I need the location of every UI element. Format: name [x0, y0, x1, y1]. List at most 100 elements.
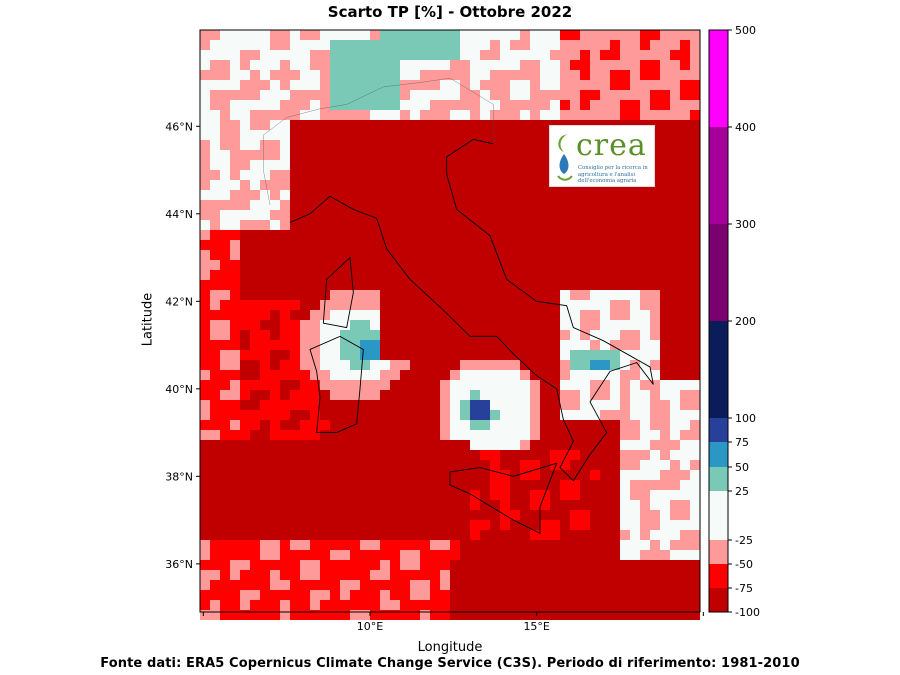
grid-cell	[220, 60, 230, 70]
grid-cell	[600, 450, 610, 460]
grid-cell	[690, 350, 700, 360]
grid-cell	[640, 610, 650, 620]
grid-cell	[670, 490, 680, 500]
grid-cell	[340, 610, 350, 620]
grid-cell	[510, 590, 520, 600]
grid-cell	[360, 490, 370, 500]
x-tick-label: 15°E	[523, 620, 549, 633]
grid-cell	[230, 320, 240, 330]
grid-cell	[510, 600, 520, 610]
grid-cell	[560, 90, 570, 100]
grid-cell	[390, 160, 400, 170]
grid-cell	[460, 600, 470, 610]
grid-cell	[640, 360, 650, 370]
grid-cell	[580, 30, 590, 40]
grid-cell	[620, 570, 630, 580]
grid-cell	[380, 120, 390, 130]
grid-cell	[380, 600, 390, 610]
grid-cell	[390, 50, 400, 60]
grid-cell	[370, 60, 380, 70]
grid-cell	[680, 330, 690, 340]
grid-cell	[240, 330, 250, 340]
grid-cell	[230, 490, 240, 500]
grid-cell	[680, 160, 690, 170]
grid-cell	[260, 410, 270, 420]
grid-cell	[540, 310, 550, 320]
grid-cell	[360, 530, 370, 540]
grid-cell	[490, 490, 500, 500]
grid-cell	[210, 520, 220, 530]
grid-cell	[420, 540, 430, 550]
grid-cell	[650, 130, 660, 140]
grid-cell	[270, 290, 280, 300]
grid-cell	[560, 270, 570, 280]
grid-cell	[580, 470, 590, 480]
grid-cell	[430, 430, 440, 440]
grid-cell	[500, 150, 510, 160]
grid-cell	[390, 610, 400, 620]
grid-cell	[240, 430, 250, 440]
grid-cell	[380, 290, 390, 300]
grid-cell	[560, 420, 570, 430]
grid-cell	[590, 490, 600, 500]
grid-cell	[430, 310, 440, 320]
grid-cell	[210, 240, 220, 250]
grid-cell	[670, 160, 680, 170]
grid-cell	[690, 200, 700, 210]
grid-cell	[220, 270, 230, 280]
grid-cell	[350, 60, 360, 70]
grid-cell	[620, 270, 630, 280]
grid-cell	[590, 300, 600, 310]
grid-cell	[220, 510, 230, 520]
grid-cell	[520, 140, 530, 150]
grid-cell	[300, 90, 310, 100]
grid-cell	[280, 60, 290, 70]
grid-cell	[200, 170, 210, 180]
grid-cell	[500, 610, 510, 620]
grid-cell	[470, 180, 480, 190]
grid-cell	[290, 550, 300, 560]
grid-cell	[620, 80, 630, 90]
grid-cell	[620, 100, 630, 110]
grid-cell	[590, 40, 600, 50]
grid-cell	[390, 390, 400, 400]
colorbar-label: 50	[735, 461, 749, 474]
grid-cell	[670, 190, 680, 200]
grid-cell	[250, 120, 260, 130]
grid-cell	[310, 480, 320, 490]
grid-cell	[350, 120, 360, 130]
grid-cell	[400, 450, 410, 460]
grid-cell	[610, 190, 620, 200]
grid-cell	[530, 310, 540, 320]
grid-cell	[210, 230, 220, 240]
grid-cell	[290, 140, 300, 150]
grid-cell	[430, 270, 440, 280]
grid-cell	[680, 360, 690, 370]
grid-cell	[330, 100, 340, 110]
grid-cell	[510, 50, 520, 60]
grid-cell	[350, 390, 360, 400]
grid-cell	[210, 560, 220, 570]
grid-cell	[380, 260, 390, 270]
grid-cell	[290, 270, 300, 280]
grid-cell	[270, 550, 280, 560]
grid-cell	[350, 250, 360, 260]
grid-cell	[590, 580, 600, 590]
grid-cell	[600, 70, 610, 80]
grid-cell	[510, 270, 520, 280]
grid-cell	[520, 190, 530, 200]
grid-cell	[410, 500, 420, 510]
grid-cell	[670, 140, 680, 150]
grid-cell	[270, 490, 280, 500]
grid-cell	[370, 610, 380, 620]
grid-cell	[670, 430, 680, 440]
grid-cell	[630, 570, 640, 580]
grid-cell	[650, 600, 660, 610]
grid-cell	[240, 240, 250, 250]
grid-cell	[350, 510, 360, 520]
grid-cell	[400, 430, 410, 440]
grid-cell	[490, 540, 500, 550]
grid-cell	[290, 380, 300, 390]
grid-cell	[600, 100, 610, 110]
grid-cell	[440, 420, 450, 430]
